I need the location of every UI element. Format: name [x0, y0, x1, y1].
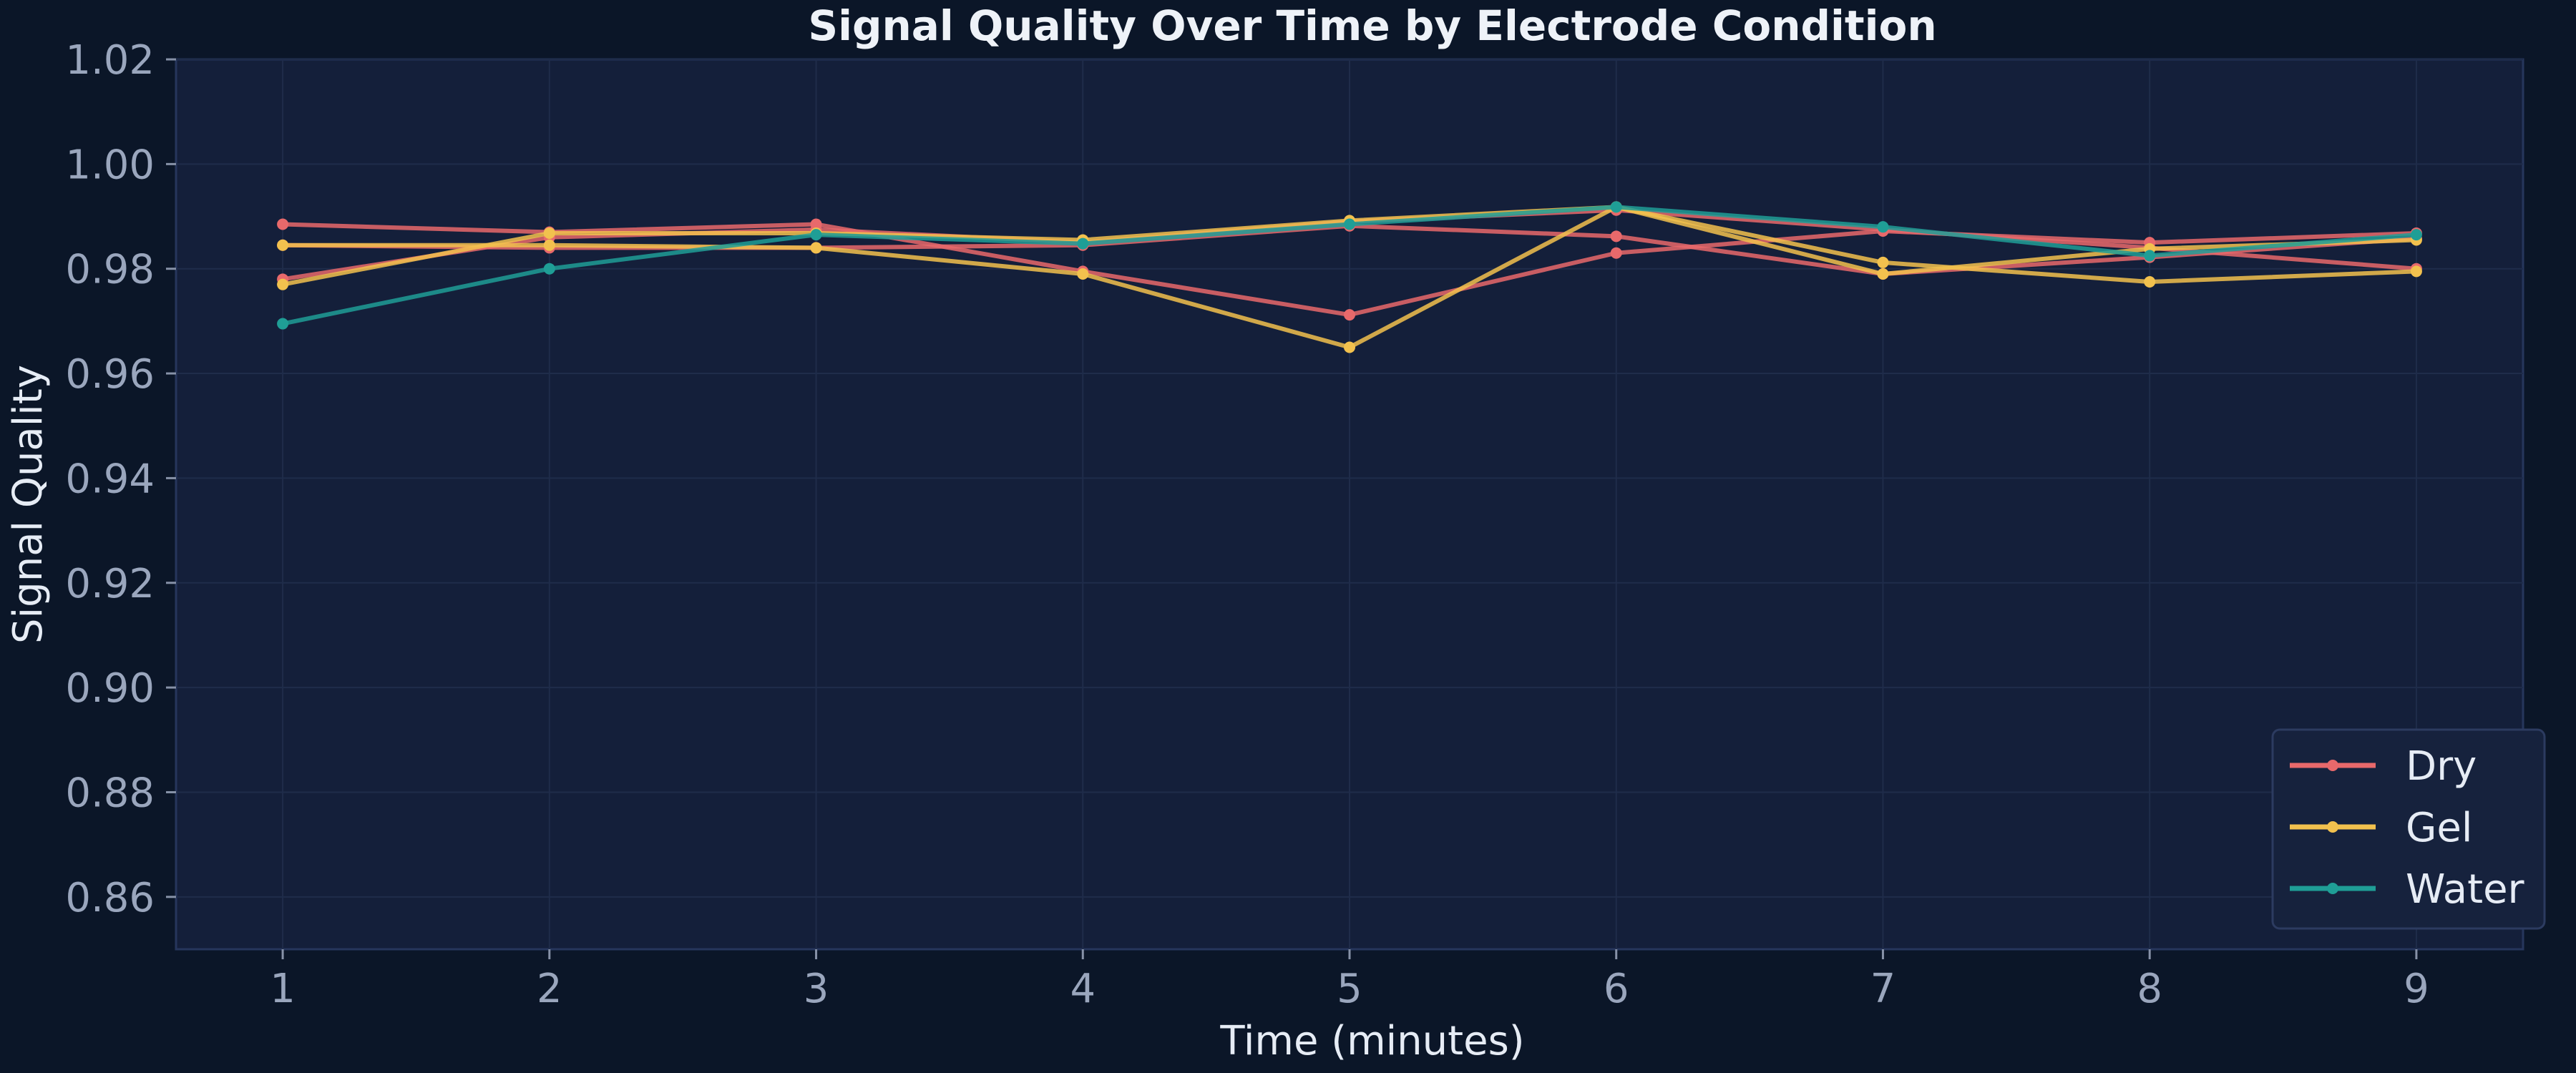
data-point[interactable]: [1077, 237, 1089, 250]
grid: [176, 59, 2523, 949]
data-point[interactable]: [277, 239, 289, 251]
data-point[interactable]: [810, 229, 822, 241]
data-point[interactable]: [1344, 218, 1355, 230]
legend-swatch-marker: [2327, 883, 2338, 894]
legend-item-water[interactable]: Water: [2290, 866, 2525, 913]
x-tick-label: 8: [2137, 966, 2162, 1012]
data-point[interactable]: [2144, 276, 2156, 288]
y-axis-ticks: 0.86 0.88 0.90 0.92 0.94 0.96 0.98 1.00 1.02: [65, 37, 176, 921]
y-axis-title: Signal Quality: [5, 365, 52, 644]
data-point[interactable]: [810, 242, 822, 254]
chart-title: Signal Quality Over Time by Electrode Co…: [808, 1, 1936, 50]
legend-item-dry[interactable]: Dry: [2290, 743, 2477, 790]
data-point[interactable]: [1077, 268, 1089, 280]
legend[interactable]: Dry Gel Water: [2271, 728, 2546, 930]
data-point[interactable]: [1877, 256, 1889, 268]
y-tick-label: 0.94: [65, 456, 155, 502]
data-point[interactable]: [1610, 230, 1622, 242]
data-point[interactable]: [1344, 341, 1355, 353]
series-water-line-6[interactable]: [277, 201, 2422, 330]
data-point[interactable]: [277, 318, 289, 330]
data-point[interactable]: [1610, 247, 1622, 259]
data-point[interactable]: [1610, 201, 1622, 213]
data-point[interactable]: [1877, 268, 1889, 280]
y-tick-label: 1.00: [65, 142, 155, 188]
data-point[interactable]: [543, 227, 555, 239]
y-tick-label: 0.90: [65, 665, 155, 712]
data-point[interactable]: [2410, 229, 2422, 241]
data-point[interactable]: [543, 239, 555, 251]
x-tick-label: 2: [537, 966, 562, 1012]
y-tick-label: 0.86: [65, 875, 155, 921]
data-point[interactable]: [2144, 250, 2156, 262]
legend-swatch-marker: [2327, 760, 2338, 771]
x-tick-label: 7: [1870, 966, 1896, 1012]
x-tick-label: 6: [1604, 966, 1629, 1012]
legend-box: [2271, 728, 2546, 930]
y-tick-label: 1.02: [65, 37, 155, 84]
data-point[interactable]: [277, 218, 289, 230]
data-point[interactable]: [1877, 221, 1889, 233]
x-tick-label: 9: [2404, 966, 2429, 1012]
legend-item-gel[interactable]: Gel: [2290, 805, 2472, 851]
x-tick-label: 3: [804, 966, 829, 1012]
y-tick-label: 0.88: [65, 770, 155, 816]
y-tick-label: 0.96: [65, 351, 155, 398]
legend-swatch-marker: [2327, 821, 2338, 833]
data-point[interactable]: [2410, 265, 2422, 278]
legend-label: Water: [2406, 866, 2525, 913]
x-tick-label: 1: [270, 966, 296, 1012]
data-point[interactable]: [277, 278, 289, 290]
legend-label: Gel: [2406, 805, 2472, 851]
x-tick-label: 4: [1070, 966, 1096, 1012]
x-axis-title: Time (minutes): [1219, 1018, 1524, 1064]
data-point[interactable]: [543, 263, 555, 275]
x-axis-ticks: 1 2 3 4 5 6 7 8 9: [270, 949, 2429, 1012]
x-tick-label: 5: [1337, 966, 1362, 1012]
legend-label: Dry: [2406, 743, 2477, 790]
series: [277, 201, 2422, 353]
y-tick-label: 0.98: [65, 247, 155, 293]
data-point[interactable]: [1344, 309, 1355, 321]
y-tick-label: 0.92: [65, 561, 155, 607]
